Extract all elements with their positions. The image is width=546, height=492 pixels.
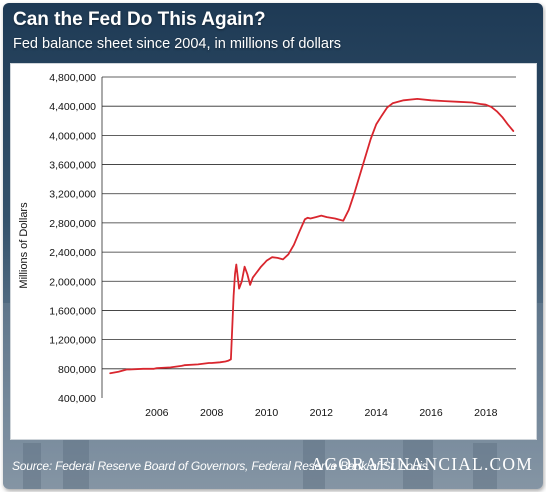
y-tick-label: 400,000 (58, 393, 96, 405)
series-line-fed-balance-sheet (109, 98, 515, 375)
plot-panel: 400,000 800,000 1,200,000 1,600,000 2,000,00… (10, 63, 537, 440)
y-tick-label: 1,200,000 (49, 335, 96, 347)
chart-subtitle: Fed balance sheet since 2004, in million… (13, 36, 342, 52)
chart-title: Can the Fed Do This Again? (13, 9, 266, 30)
x-tick-label: 2010 (255, 407, 279, 419)
y-axis-title: Millions of Dollars (18, 202, 30, 289)
y-tick-label: 2,400,000 (49, 247, 96, 259)
y-tick-label: 3,200,000 (49, 189, 96, 201)
chart-card: Can the Fed Do This Again? Fed balance s… (3, 3, 543, 489)
y-tick-label: 800,000 (58, 364, 96, 376)
brand-logo[interactable]: AGORAFINANCIAL.COM (310, 454, 533, 474)
x-tick-label: 2008 (200, 407, 224, 419)
y-tick-label: 2,800,000 (49, 218, 96, 230)
y-tick-label: 4,800,000 (49, 72, 96, 84)
x-tick-label: 2018 (474, 407, 498, 419)
footer-bar: Source: Federal Reserve Board of Governo… (3, 443, 543, 489)
x-tick-label: 2012 (310, 407, 334, 419)
source-note: Source: Federal Reserve Board of Governo… (12, 459, 428, 473)
x-tick-label: 2016 (419, 407, 443, 419)
y-tick-label: 4,400,000 (49, 101, 96, 113)
x-tick-label: 2014 (364, 407, 388, 419)
line-chart: 400,000 800,000 1,200,000 1,600,000 2,000,00… (18, 72, 516, 419)
y-tick-label: 2,000,000 (49, 276, 96, 288)
y-tick-label: 1,600,000 (49, 305, 96, 317)
y-tick-label: 4,000,000 (49, 130, 96, 142)
x-tick-label: 2006 (145, 407, 169, 419)
y-tick-label: 3,600,000 (49, 160, 96, 172)
